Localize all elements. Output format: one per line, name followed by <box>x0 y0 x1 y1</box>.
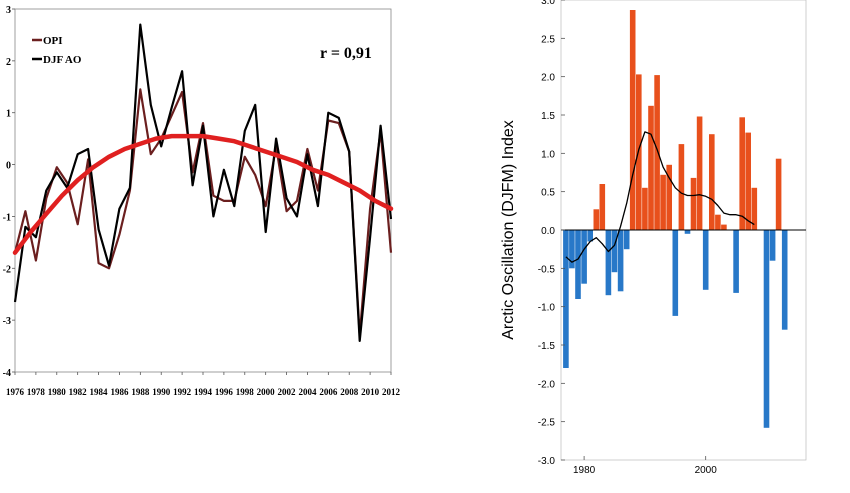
x-tick-label: 1986 <box>110 387 129 397</box>
bar-2008 <box>751 187 758 230</box>
y-tick-label: 1 <box>6 109 11 120</box>
legend: OPI DJF AO <box>32 35 82 66</box>
bar-1979 <box>575 230 581 299</box>
plot-frame <box>14 8 392 373</box>
y-axis-label: Arctic Oscillation (DJFM) Index <box>500 120 517 340</box>
bar-1992 <box>654 75 660 230</box>
y-tick-label: -3.0 <box>538 456 556 467</box>
y-tick-label: 0 <box>6 161 11 172</box>
bar-1991 <box>648 105 654 230</box>
y-tick-label: 2.5 <box>541 34 555 45</box>
bar-1995 <box>672 230 679 316</box>
bar-1999 <box>696 116 703 230</box>
y-tick-label: -1 <box>3 212 11 223</box>
x-tick-label: 2012 <box>382 387 401 397</box>
bar-2011 <box>769 230 776 261</box>
y-tick-label: 3 <box>6 5 11 16</box>
bar-1986 <box>617 230 624 292</box>
bar-1983 <box>599 184 606 230</box>
bar-1981 <box>587 230 593 242</box>
x-tick-label: 1992 <box>173 387 192 397</box>
x-tick-label: 2000 <box>257 387 276 397</box>
bar-2002 <box>715 214 721 230</box>
y-tick-label: -2.0 <box>538 379 556 390</box>
legend-label-opi: OPI <box>43 35 63 47</box>
x-tick-label: 1990 <box>152 387 171 397</box>
opi-ao-line-chart: -4 -3 -2 -1 0 1 2 3 1976 1978 1980 1982 1984 1986 1988… <box>3 5 401 397</box>
x-tick-label: 1994 <box>194 387 213 397</box>
legend-label-djf-ao: DJF AO <box>43 54 82 66</box>
bar-1977 <box>563 230 569 368</box>
x-tick-label: 1982 <box>69 387 88 397</box>
bar-1987 <box>623 230 630 250</box>
bar-2003 <box>721 224 727 230</box>
y-tick-label: 1.5 <box>541 111 555 122</box>
bar-1978 <box>569 230 575 269</box>
bar-2012 <box>775 158 782 230</box>
y-tick-label: 2.0 <box>541 73 555 84</box>
bar-2000 <box>702 230 709 290</box>
y-tick-label: -3 <box>3 316 11 327</box>
y-tick-label: 2 <box>6 57 11 68</box>
y-tick-label: 3.0 <box>541 0 555 7</box>
y-tick-label: 1.0 <box>541 149 555 160</box>
y-tick-label: -4 <box>3 368 11 379</box>
y-tick-label: 0.0 <box>541 226 555 237</box>
smoothed-curve <box>565 131 755 263</box>
y-tick-label: -1.0 <box>538 303 556 314</box>
x-tick-label: 1976 <box>6 387 25 397</box>
bar-2005 <box>733 230 739 293</box>
bar-1990 <box>642 187 648 230</box>
bar-2010 <box>763 230 770 428</box>
x-tick-label: 2010 <box>361 387 380 397</box>
x-tick-label: 1988 <box>131 387 150 397</box>
bar-1997 <box>684 230 691 234</box>
y-tick-label: -2 <box>3 264 11 275</box>
bar-1994 <box>666 164 672 230</box>
x-tick-label: 1984 <box>90 387 109 397</box>
x-tick-label: 1978 <box>27 387 46 397</box>
x-tick-label: 2000 <box>695 465 718 476</box>
bar-2001 <box>709 134 715 230</box>
series-line-djf-ao <box>13 23 393 342</box>
x-tick-label: 1980 <box>48 387 67 397</box>
x-tick-label: 2004 <box>298 387 317 397</box>
bar-1993 <box>660 174 666 230</box>
bar-1996 <box>678 144 685 230</box>
bar-2006 <box>739 117 745 230</box>
bar-1982 <box>593 209 600 230</box>
bar-1980 <box>581 230 587 284</box>
bar-1998 <box>690 177 697 230</box>
x-tick-label: 2008 <box>340 387 359 397</box>
trend-curve <box>12 133 394 255</box>
x-tick-label: 1996 <box>215 387 234 397</box>
x-tick-label: 2002 <box>278 387 297 397</box>
y-tick-label: -0.5 <box>538 264 556 275</box>
correlation-annotation: r = 0,91 <box>320 45 372 62</box>
y-tick-label: -1.5 <box>538 341 556 352</box>
y-tick-label: 0.5 <box>541 188 555 199</box>
x-tick-label: 1980 <box>573 465 596 476</box>
bar-2013 <box>781 230 788 330</box>
bar-1984 <box>605 230 612 296</box>
y-tick-label: -2.5 <box>538 418 556 429</box>
x-tick-label: 2006 <box>319 387 338 397</box>
x-tick-label: 1998 <box>236 387 255 397</box>
bar-2007 <box>745 132 751 230</box>
bar-1988 <box>629 10 636 230</box>
ao-djfm-bar-chart: -3.0 -2.5 -2.0 -1.5 -1.0 -0.5 0.0 0.5 1.0 1.5 2.0 2… <box>488 0 813 493</box>
bar-1985 <box>611 230 618 273</box>
